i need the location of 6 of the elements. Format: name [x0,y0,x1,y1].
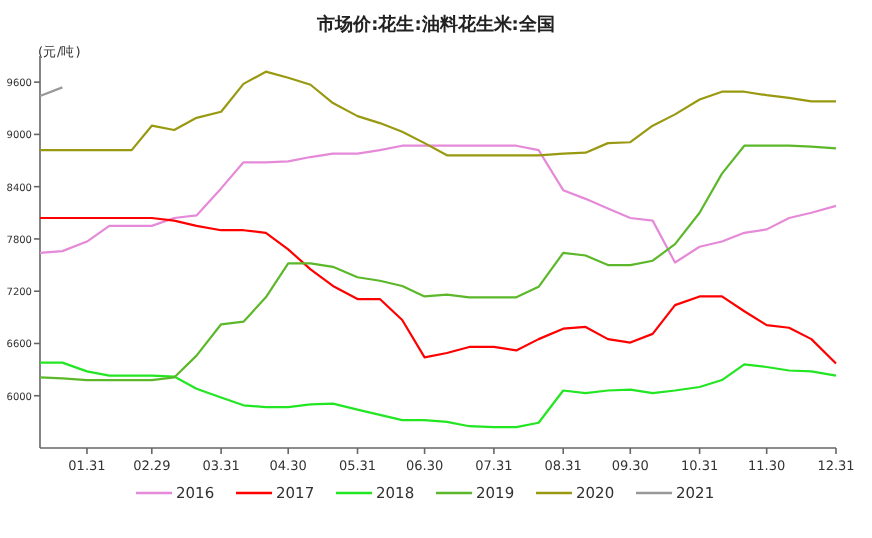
line-series [38,216,838,365]
line-series [38,144,838,382]
chart-title: 市场价:花生:油料花生米:全国 [315,14,555,36]
line-series [38,70,838,157]
line-series [38,361,838,429]
line-series [38,144,838,264]
